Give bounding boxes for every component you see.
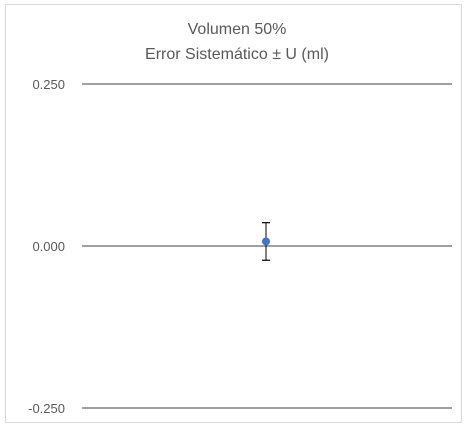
gridlines — [82, 83, 452, 409]
data-point — [262, 237, 270, 246]
y-tick-label: 0.000 — [32, 239, 65, 254]
data-points — [262, 222, 270, 261]
y-tick-label: -0.250 — [28, 401, 65, 416]
chart-subtitle: Error Sistemático ± U (ml) — [145, 46, 329, 63]
y-tick-label: 0.250 — [32, 77, 65, 92]
y-axis-ticks: 0.250 0.000 -0.250 — [28, 77, 65, 416]
chart-frame — [5, 4, 462, 423]
chart-title: Volumen 50% — [188, 21, 287, 38]
